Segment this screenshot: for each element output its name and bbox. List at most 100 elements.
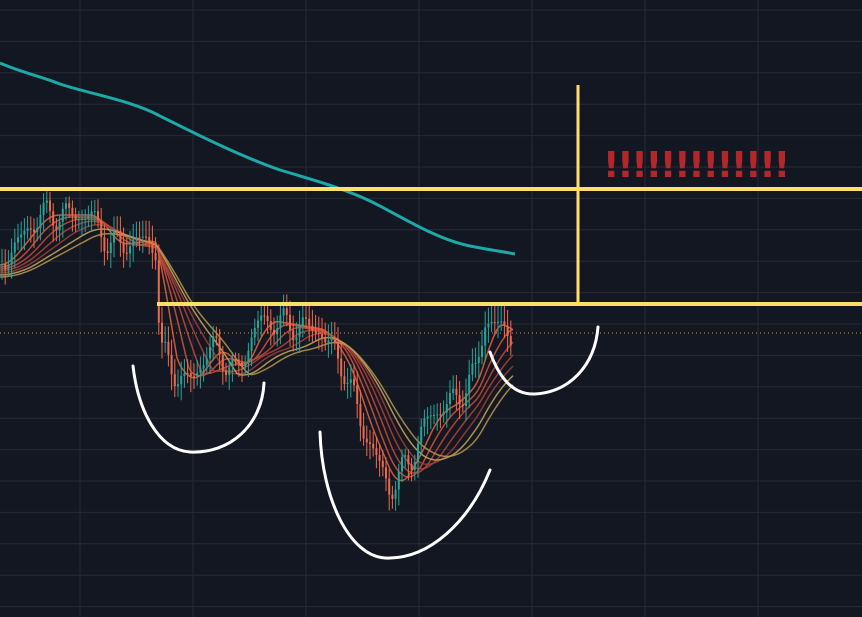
candle-body bbox=[4, 263, 7, 270]
candle-body bbox=[301, 317, 304, 326]
candle-body bbox=[173, 374, 176, 387]
candle-body bbox=[17, 237, 19, 243]
candle-body bbox=[186, 373, 189, 375]
candle-body bbox=[199, 368, 202, 373]
candle-body bbox=[183, 373, 186, 377]
candle-body bbox=[138, 237, 141, 239]
candle-body bbox=[23, 230, 26, 235]
candle-body bbox=[218, 338, 221, 355]
candle-body bbox=[84, 218, 87, 220]
candle-body bbox=[253, 327, 256, 338]
candle-body bbox=[452, 388, 455, 394]
candle-body bbox=[378, 454, 381, 461]
candle-body bbox=[465, 393, 467, 407]
candle-body bbox=[369, 442, 371, 444]
candle-body bbox=[503, 321, 506, 326]
candle-body bbox=[429, 415, 432, 417]
candle-body bbox=[321, 333, 323, 339]
candle-body bbox=[29, 228, 32, 230]
candle-body bbox=[273, 329, 275, 335]
candle-body bbox=[269, 321, 272, 330]
candle-body bbox=[340, 358, 343, 377]
candle-body bbox=[337, 342, 339, 359]
candle-body bbox=[298, 325, 301, 338]
candle-body bbox=[279, 315, 282, 329]
candle-body bbox=[164, 341, 167, 343]
candle-body bbox=[289, 314, 291, 331]
candle-body bbox=[90, 211, 93, 216]
candle-body bbox=[225, 370, 227, 376]
candle-body bbox=[311, 325, 314, 331]
candle-body bbox=[397, 471, 400, 490]
candle-body bbox=[36, 228, 39, 233]
candle-body bbox=[509, 336, 512, 346]
candle-body bbox=[180, 376, 183, 385]
candle-body bbox=[7, 264, 10, 270]
candle-body bbox=[97, 211, 99, 221]
candle-body bbox=[10, 252, 13, 265]
candle-body bbox=[212, 336, 215, 348]
candle-body bbox=[221, 354, 224, 371]
candle-body bbox=[394, 489, 397, 499]
candle-body bbox=[205, 358, 208, 365]
candle-body bbox=[477, 356, 480, 363]
candle-body bbox=[436, 414, 439, 416]
candle-body bbox=[167, 341, 170, 355]
candle-body bbox=[193, 376, 195, 378]
candle-body bbox=[343, 376, 346, 385]
candle-body bbox=[58, 221, 61, 231]
candle-body bbox=[324, 338, 327, 343]
candle-body bbox=[461, 404, 464, 407]
candle-body bbox=[413, 461, 416, 470]
candle-body bbox=[103, 237, 106, 252]
candle-body bbox=[77, 219, 80, 221]
candle-body bbox=[177, 384, 179, 387]
candle-body bbox=[362, 426, 365, 439]
candle-body bbox=[250, 337, 253, 351]
candle-body bbox=[55, 225, 58, 231]
candle-body bbox=[282, 308, 285, 316]
candle-body bbox=[410, 464, 413, 470]
candle-body bbox=[372, 443, 375, 449]
candle-body bbox=[295, 337, 298, 341]
candle-body bbox=[490, 321, 493, 324]
candle-body bbox=[154, 252, 157, 261]
ribbon-line bbox=[0, 228, 514, 461]
candle-body bbox=[125, 252, 128, 254]
candle-body bbox=[20, 234, 23, 238]
candle-body bbox=[266, 315, 269, 322]
candle-body bbox=[113, 230, 115, 243]
candle-body bbox=[116, 230, 119, 232]
candle-body bbox=[375, 448, 378, 455]
candle-body bbox=[317, 332, 320, 334]
candle-body bbox=[237, 359, 240, 363]
candle-body bbox=[391, 494, 394, 499]
candle-body bbox=[189, 373, 192, 377]
candle-body bbox=[381, 460, 384, 468]
candle-body bbox=[292, 330, 295, 341]
candle-body bbox=[170, 354, 173, 375]
candle-body bbox=[497, 321, 499, 323]
candle-body bbox=[426, 416, 429, 419]
candle-body bbox=[263, 315, 266, 317]
candle-body bbox=[401, 456, 403, 472]
candle-body bbox=[157, 260, 160, 323]
candle-body bbox=[420, 426, 423, 444]
candle-body bbox=[148, 236, 151, 242]
candle-body bbox=[346, 382, 349, 385]
drawn-curve bbox=[131, 364, 266, 454]
candle-body bbox=[39, 214, 42, 229]
candle-body bbox=[487, 323, 490, 328]
candle-body bbox=[349, 379, 352, 383]
candle-body bbox=[407, 455, 410, 465]
candle-body bbox=[493, 321, 496, 323]
candle-body bbox=[257, 320, 259, 328]
candle-body bbox=[423, 418, 426, 427]
candle-body bbox=[100, 220, 103, 238]
ribbon-line bbox=[0, 233, 514, 458]
candle-body bbox=[388, 478, 391, 495]
candle-body bbox=[122, 242, 125, 253]
candle-body bbox=[276, 328, 279, 335]
candle-body bbox=[474, 362, 477, 364]
